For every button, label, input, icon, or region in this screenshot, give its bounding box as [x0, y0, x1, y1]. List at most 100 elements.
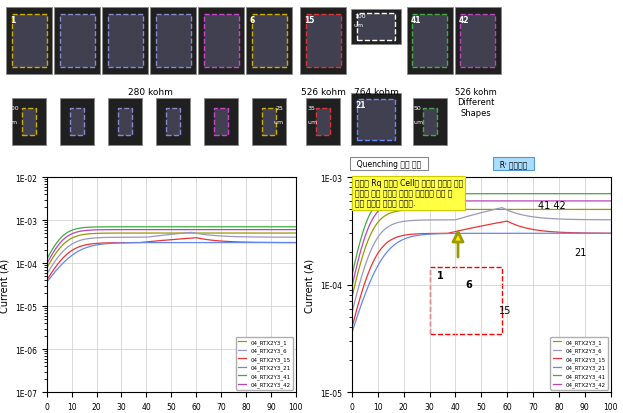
04_RTX2Y3_1 — [209, 231, 217, 236]
Text: um: um — [414, 120, 424, 125]
Bar — [156, 15, 191, 68]
04_RTX2Y3_15 — [87, 242, 95, 247]
04_RTX2Y3_6 — [107, 235, 115, 240]
04_RTX2Y3_41 — [415, 192, 422, 197]
Bar — [214, 108, 228, 136]
Line: 04_RTX2Y3_6: 04_RTX2Y3_6 — [47, 233, 296, 275]
04_RTX2Y3_42 — [465, 199, 473, 204]
Bar — [150, 8, 196, 74]
04_RTX2Y3_15 — [501, 220, 508, 225]
Bar — [357, 99, 395, 140]
04_RTX2Y3_6 — [210, 233, 217, 238]
Bar — [6, 8, 52, 74]
Bar — [351, 10, 401, 45]
Text: 6: 6 — [466, 279, 472, 290]
04_RTX2Y3_1 — [521, 207, 528, 212]
04_RTX2Y3_21 — [501, 231, 508, 236]
Bar — [204, 99, 238, 145]
Bar — [423, 108, 437, 136]
Bar — [166, 108, 180, 136]
Line: 04_RTX2Y3_1: 04_RTX2Y3_1 — [352, 210, 611, 297]
Bar — [430, 268, 502, 334]
04_RTX2Y3_15 — [543, 229, 551, 234]
Bar — [412, 99, 447, 145]
04_RTX2Y3_42 — [607, 199, 614, 204]
04_RTX2Y3_6 — [231, 235, 239, 240]
Line: 04_RTX2Y3_1: 04_RTX2Y3_1 — [47, 233, 296, 268]
04_RTX2Y3_15 — [190, 236, 197, 241]
04_RTX2Y3_41 — [394, 192, 401, 197]
Line: 04_RTX2Y3_15: 04_RTX2Y3_15 — [47, 238, 296, 280]
04_RTX2Y3_6 — [43, 272, 50, 277]
Text: 15: 15 — [500, 305, 511, 315]
Bar — [460, 15, 495, 68]
04_RTX2Y3_1 — [43, 266, 50, 271]
04_RTX2Y3_41 — [107, 225, 115, 230]
Bar — [198, 8, 244, 74]
Bar — [12, 15, 47, 68]
04_RTX2Y3_1 — [394, 209, 401, 214]
04_RTX2Y3_1 — [190, 231, 197, 236]
Line: 04_RTX2Y3_41: 04_RTX2Y3_41 — [352, 194, 611, 276]
04_RTX2Y3_6 — [190, 231, 197, 236]
04_RTX2Y3_41 — [292, 225, 300, 230]
04_RTX2Y3_15 — [193, 236, 200, 241]
04_RTX2Y3_41 — [209, 225, 217, 230]
04_RTX2Y3_6 — [156, 234, 163, 239]
Bar — [22, 108, 36, 136]
Text: um: um — [273, 120, 284, 125]
04_RTX2Y3_42 — [43, 262, 50, 267]
04_RTX2Y3_42 — [292, 228, 300, 233]
Text: 21: 21 — [355, 100, 366, 109]
04_RTX2Y3_1 — [107, 231, 115, 236]
04_RTX2Y3_21 — [190, 240, 197, 245]
Text: 동일한 Rq 값에서 Cell의 크기가 다름에 따른
기울기 변화 양상이 다르게 나타나다 결국 동
일한 기울기 값으로 수렴함.: 동일한 Rq 값에서 Cell의 크기가 다름에 따른 기울기 변화 양상이 다… — [354, 178, 463, 208]
04_RTX2Y3_42 — [543, 199, 550, 204]
Bar — [407, 8, 453, 74]
Bar — [307, 99, 340, 145]
Text: 35: 35 — [307, 106, 315, 111]
Text: 526 kohm: 526 kohm — [301, 88, 346, 97]
04_RTX2Y3_15 — [503, 219, 511, 224]
04_RTX2Y3_15 — [292, 240, 300, 245]
Bar — [246, 8, 292, 74]
Text: 6: 6 — [250, 16, 255, 25]
04_RTX2Y3_41 — [521, 192, 528, 197]
Text: 1: 1 — [10, 16, 15, 25]
04_RTX2Y3_42 — [394, 200, 401, 205]
04_RTX2Y3_41 — [87, 225, 95, 230]
04_RTX2Y3_15 — [107, 241, 115, 246]
Text: 280 kohm: 280 kohm — [128, 88, 173, 97]
04_RTX2Y3_41 — [348, 273, 356, 278]
Line: 04_RTX2Y3_41: 04_RTX2Y3_41 — [47, 227, 296, 260]
04_RTX2Y3_1 — [543, 207, 550, 212]
04_RTX2Y3_21 — [107, 241, 115, 246]
04_RTX2Y3_1 — [292, 231, 300, 236]
04_RTX2Y3_21 — [231, 240, 238, 245]
04_RTX2Y3_21 — [43, 280, 50, 285]
04_RTX2Y3_42 — [156, 228, 163, 233]
Bar — [262, 108, 276, 136]
Text: 25: 25 — [276, 106, 284, 111]
Text: 42: 42 — [459, 16, 469, 25]
04_RTX2Y3_15 — [607, 231, 614, 236]
Bar — [12, 99, 46, 145]
04_RTX2Y3_42 — [190, 228, 197, 233]
Bar — [118, 108, 132, 136]
Bar — [102, 8, 148, 74]
Bar — [316, 108, 330, 136]
Y-axis label: Current (A): Current (A) — [305, 258, 315, 312]
Legend: 04_RTX2Y3_1, 04_RTX2Y3_6, 04_RTX2Y3_15, 04_RTX2Y3_21, 04_RTX2Y3_41, 04_RTX2Y3_42: 04_RTX2Y3_1, 04_RTX2Y3_6, 04_RTX2Y3_15, … — [235, 337, 293, 389]
04_RTX2Y3_1 — [156, 231, 163, 236]
04_RTX2Y3_21 — [209, 240, 217, 245]
04_RTX2Y3_1 — [231, 231, 238, 236]
04_RTX2Y3_1 — [465, 207, 473, 212]
04_RTX2Y3_6 — [87, 236, 95, 241]
Y-axis label: Current (A): Current (A) — [0, 258, 9, 312]
Line: 04_RTX2Y3_6: 04_RTX2Y3_6 — [352, 208, 611, 313]
Text: Rⁱ 문제없음: Rⁱ 문제없음 — [495, 159, 533, 169]
Line: 04_RTX2Y3_21: 04_RTX2Y3_21 — [47, 243, 296, 282]
Line: 04_RTX2Y3_21: 04_RTX2Y3_21 — [352, 234, 611, 333]
04_RTX2Y3_1 — [607, 207, 614, 212]
Bar — [156, 99, 191, 145]
